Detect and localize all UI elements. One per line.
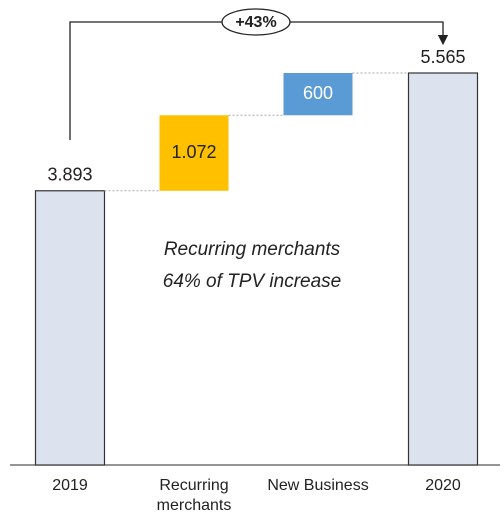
bar	[407, 72, 479, 466]
value-label: 600	[303, 83, 333, 103]
category-label: Recurring merchants	[156, 477, 232, 514]
value-label: 3.893	[47, 165, 92, 185]
note-line: Recurring merchants	[164, 239, 341, 260]
category-label: New Business	[267, 477, 369, 494]
bar	[159, 115, 229, 191]
note-line: 64% of TPV increase	[163, 271, 341, 292]
growth-label: +43%	[235, 14, 276, 31]
bar	[283, 73, 353, 116]
growth-bracket	[69, 21, 449, 140]
bar	[34, 190, 106, 466]
category-label: 2020	[425, 477, 461, 494]
growth-bubble	[221, 8, 291, 36]
value-label: 1.072	[171, 142, 216, 162]
category-label: 2019	[52, 477, 88, 494]
value-label: 5.565	[420, 47, 465, 67]
